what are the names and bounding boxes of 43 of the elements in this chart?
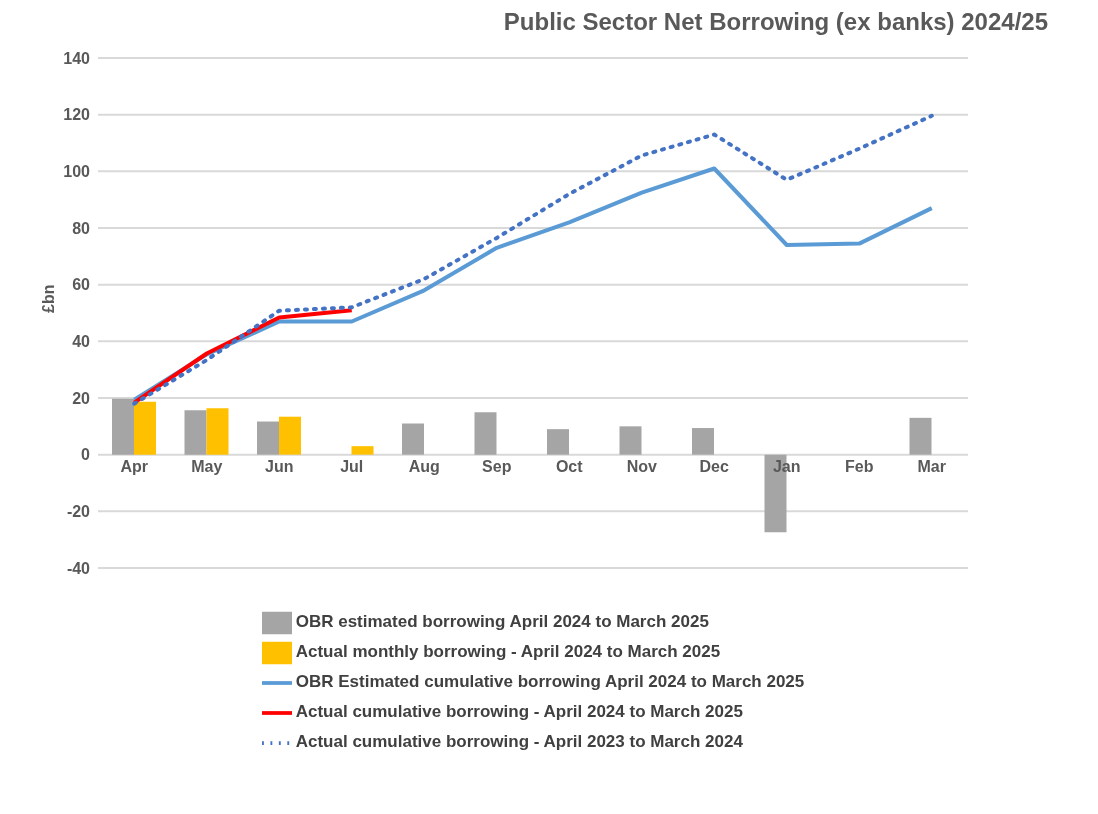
bar [206, 408, 229, 455]
bar [547, 429, 569, 455]
y-tick-label: 100 [63, 163, 91, 181]
bar [351, 446, 374, 455]
y-tick-label: 80 [72, 219, 91, 237]
legend-label: Actual monthly borrowing - April 2024 to March 2025 [295, 642, 721, 662]
bar [909, 417, 932, 455]
legend-label: OBR estimated borrowing April 2024 to March 2025 [295, 612, 709, 632]
x-tick-label: Jul [340, 458, 364, 476]
x-tick-label: Oct [555, 458, 584, 476]
legend-label: OBR Estimated cumulative borrowing April 2024 to March 2025 [295, 672, 805, 692]
x-tick-label: Sep [482, 458, 512, 476]
bar [184, 410, 207, 455]
y-tick-label: 40 [72, 333, 91, 351]
y-tick-label: 140 [63, 49, 91, 67]
bar [474, 412, 497, 455]
y-tick-label: -20 [66, 503, 91, 521]
bar [279, 416, 301, 455]
y-tick-label: 60 [72, 276, 91, 294]
x-tick-label: Jun [265, 458, 294, 476]
bar [402, 423, 424, 455]
x-tick-label: Apr [120, 458, 149, 476]
y-tick-label: 20 [72, 389, 91, 407]
x-tick-label: Nov [626, 458, 657, 476]
y-tick-label: 0 [81, 446, 91, 464]
x-tick-label: Feb [845, 458, 874, 476]
bar [692, 428, 714, 455]
y-tick-label: -40 [66, 559, 91, 577]
y-axis-title: £bn [39, 284, 57, 313]
legend-label: Actual cumulative borrowing - April 2023 to March 2024 [295, 732, 743, 752]
x-tick-label: Mar [917, 458, 946, 476]
chart-title: Public Sector Net Borrowing (ex banks) 2024/25 [502, 8, 1049, 37]
legend-label: Actual cumulative borrowing - April 2024 to March 2025 [295, 702, 743, 722]
x-tick-label: Aug [408, 458, 440, 476]
line-series [132, 113, 934, 406]
x-tick-label: Dec [699, 458, 730, 476]
x-tick-label: May [191, 458, 223, 476]
bar [134, 401, 156, 455]
y-tick-label: 120 [63, 106, 91, 124]
bar [112, 398, 134, 455]
bar [257, 421, 279, 455]
x-tick-label: Jan [772, 458, 801, 476]
bar [619, 426, 642, 455]
